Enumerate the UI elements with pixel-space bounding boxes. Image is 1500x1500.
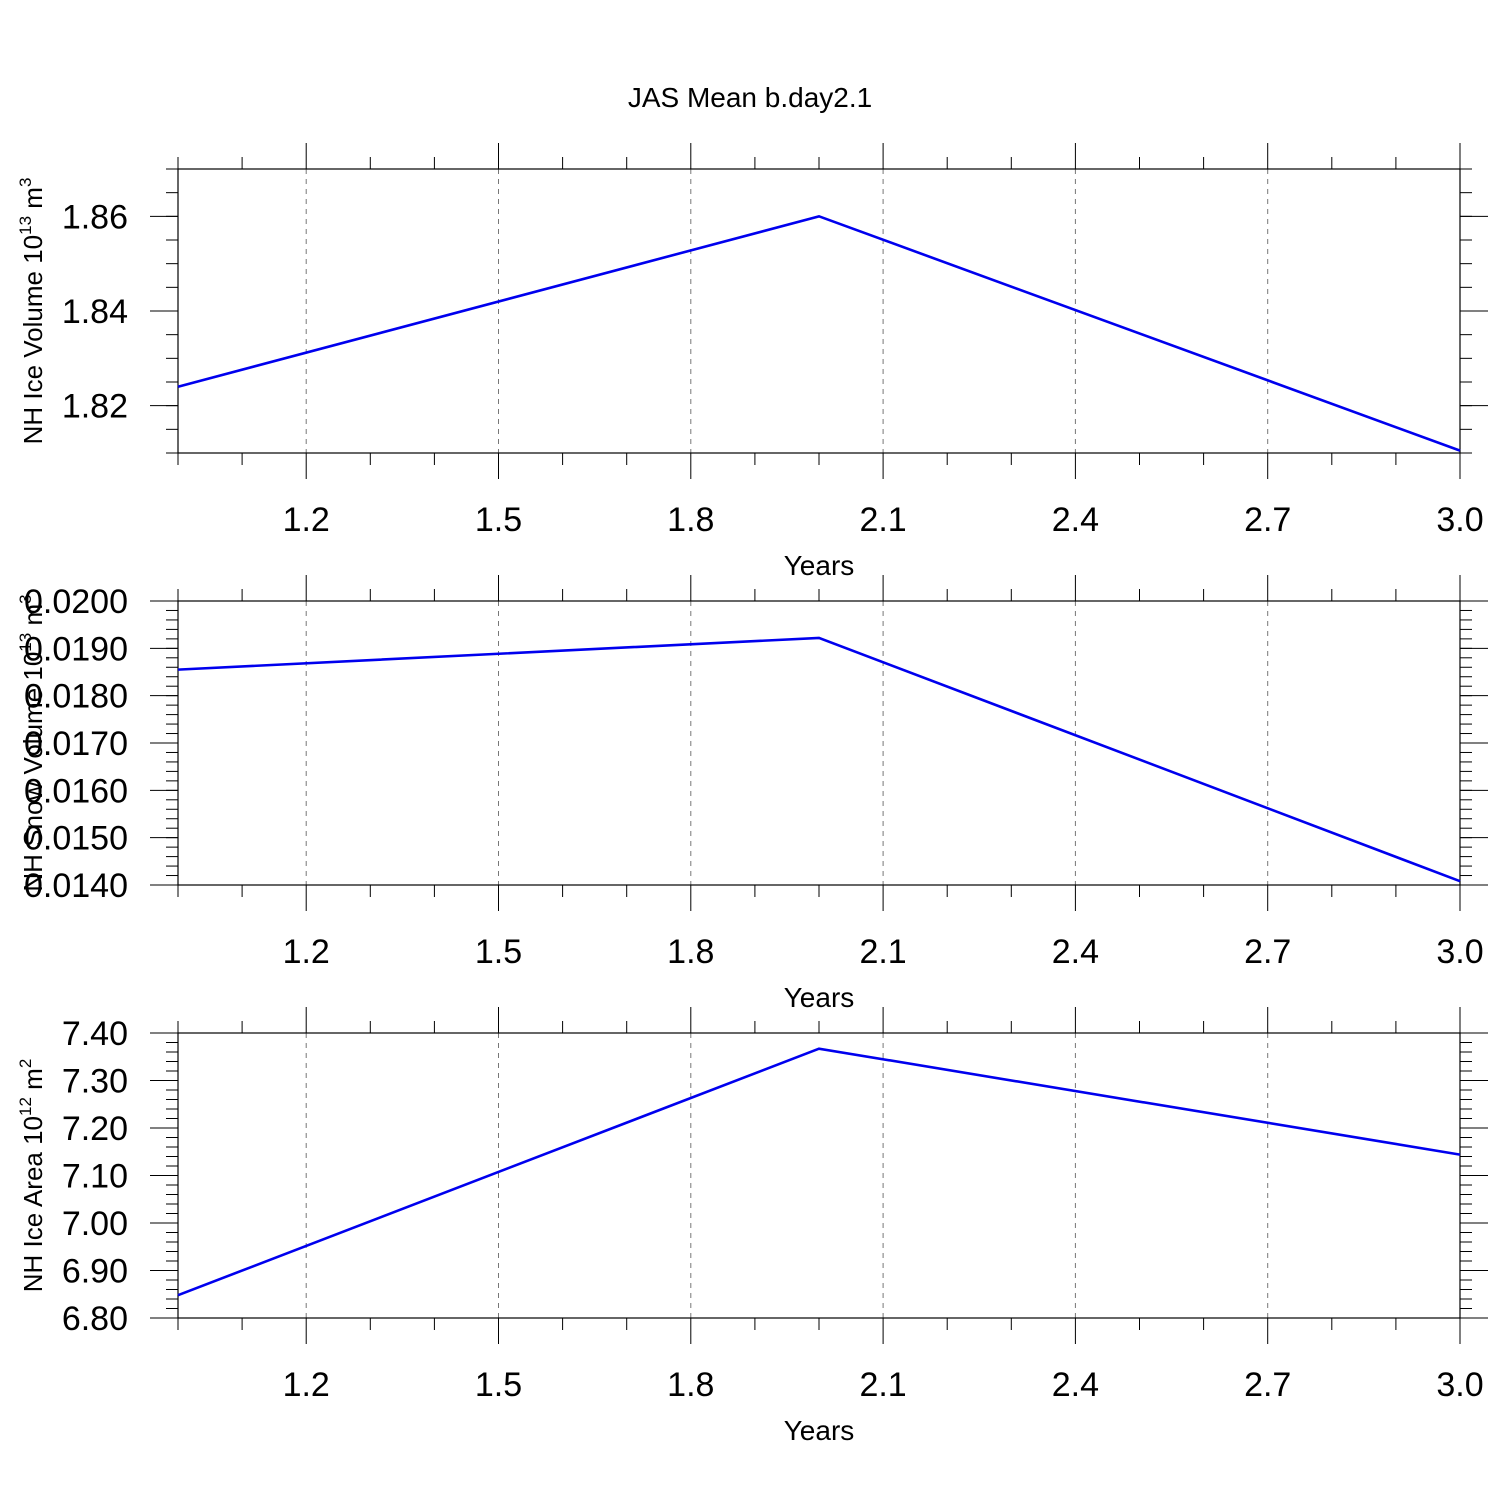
y-tick-label: 7.40 bbox=[62, 1015, 128, 1053]
x-tick-label: 1.2 bbox=[283, 933, 330, 971]
y-tick-label: 0.0140 bbox=[24, 867, 128, 905]
x-tick-label: 2.1 bbox=[859, 501, 906, 539]
y-tick-label: 0.0200 bbox=[24, 583, 128, 621]
x-tick-label: 1.5 bbox=[475, 501, 522, 539]
y-tick-label: 1.82 bbox=[62, 388, 128, 426]
y-tick-label: 1.84 bbox=[62, 293, 128, 331]
x-tick-label: 1.5 bbox=[475, 933, 522, 971]
series-line bbox=[177, 636, 1461, 883]
panel-3: 6.80 6.90 7.00 7.10 7.20 7.30 7.40 1.2 1.5 1.8 2.1… bbox=[16, 1007, 1488, 1446]
x-tick-label: 2.7 bbox=[1244, 501, 1291, 539]
x-tick-label: 1.8 bbox=[667, 501, 714, 539]
panel-1: 1.82 1.84 1.86 1.2 1.5 1.8 2.1 2.4 2.7 3.0 Years NH… bbox=[16, 143, 1488, 581]
y-tick-label: 6.80 bbox=[62, 1300, 128, 1338]
y-axis-title: NH Ice Area 1012 m2 bbox=[16, 1059, 48, 1293]
panel-2: 0.0140 0.0150 0.0160 0.0170 0.0180 0.0190 0.02… bbox=[16, 575, 1488, 1013]
y-tick-label: 6.90 bbox=[62, 1253, 128, 1291]
x-tick-label: 2.7 bbox=[1244, 1366, 1291, 1404]
y-tick-label: 7.30 bbox=[62, 1063, 128, 1101]
x-axis-title: Years bbox=[784, 550, 855, 581]
series-line bbox=[177, 1047, 1461, 1297]
y-axis-title: NH Ice Volume 1013 m3 bbox=[16, 178, 48, 445]
x-tick-label: 2.1 bbox=[859, 933, 906, 971]
y-tick-label: 0.0160 bbox=[24, 772, 128, 810]
y-axis-title: NH Snow Volume 1013 m3 bbox=[16, 594, 48, 891]
x-tick-label: 1.8 bbox=[667, 933, 714, 971]
x-tick-label: 2.1 bbox=[859, 1366, 906, 1404]
y-tick-label: 0.0170 bbox=[24, 725, 128, 763]
x-tick-label: 3.0 bbox=[1436, 933, 1483, 971]
x-tick-label: 1.8 bbox=[667, 1366, 714, 1404]
y-tick-label: 0.0190 bbox=[24, 630, 128, 668]
x-tick-label: 2.4 bbox=[1052, 1366, 1099, 1404]
x-tick-label: 2.7 bbox=[1244, 933, 1291, 971]
x-tick-label: 1.2 bbox=[283, 1366, 330, 1404]
x-axis-title: Years bbox=[784, 982, 855, 1013]
x-tick-label: 2.4 bbox=[1052, 933, 1099, 971]
chart-title: JAS Mean b.day2.1 bbox=[628, 82, 872, 113]
x-tick-label: 3.0 bbox=[1436, 1366, 1483, 1404]
x-tick-label: 1.2 bbox=[283, 501, 330, 539]
y-tick-label: 1.86 bbox=[62, 198, 128, 236]
y-tick-label: 7.00 bbox=[62, 1205, 128, 1243]
x-tick-label: 2.4 bbox=[1052, 501, 1099, 539]
x-axis-title: Years bbox=[784, 1415, 855, 1446]
y-tick-label: 7.10 bbox=[62, 1158, 128, 1196]
y-tick-label: 0.0180 bbox=[24, 678, 128, 716]
x-tick-label: 1.5 bbox=[475, 1366, 522, 1404]
y-tick-label: 0.0150 bbox=[24, 820, 128, 858]
series-line bbox=[177, 214, 1461, 452]
y-tick-label: 7.20 bbox=[62, 1110, 128, 1148]
x-tick-label: 3.0 bbox=[1436, 501, 1483, 539]
